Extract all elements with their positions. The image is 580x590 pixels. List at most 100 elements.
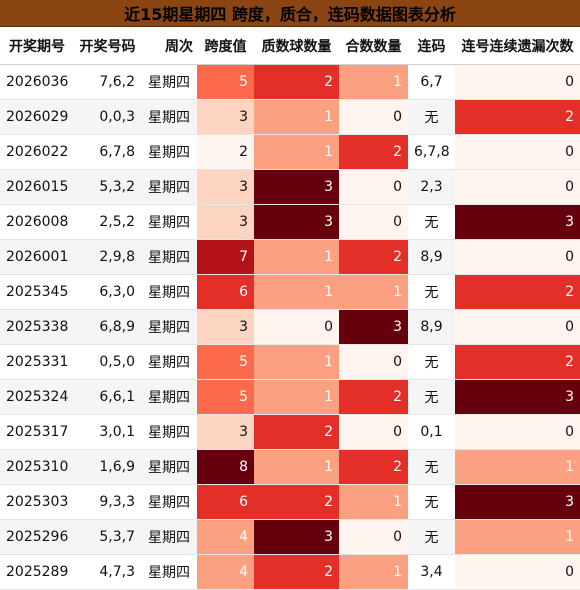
- cell-span: 3: [197, 204, 254, 240]
- cell-numbers: 1,6,9: [74, 449, 141, 485]
- cell-consecutive: 无: [408, 344, 455, 380]
- cell-numbers: 5,3,2: [74, 169, 141, 205]
- cell-period: 2026015: [0, 169, 74, 205]
- cell-weekday: 星期四: [141, 344, 197, 380]
- header-period: 开奖期号: [0, 27, 74, 65]
- table-row: 2026036 7,6,2 星期四 5 2 1 6,7 0: [0, 64, 580, 100]
- cell-numbers: 5,3,7: [74, 519, 141, 555]
- cell-period: 2025324: [0, 379, 74, 415]
- cell-prime-count: 1: [254, 239, 339, 275]
- table-row: 2025338 6,8,9 星期四 3 0 3 8,9 0: [0, 309, 580, 345]
- cell-weekday: 星期四: [141, 204, 197, 240]
- table-row: 2025303 9,3,3 星期四 6 2 1 无 3: [0, 484, 580, 520]
- cell-weekday: 星期四: [141, 379, 197, 415]
- cell-weekday: 星期四: [141, 239, 197, 275]
- cell-consecutive: 8,9: [408, 309, 455, 345]
- cell-consecutive: 无: [408, 379, 455, 415]
- chart-title: 近15期星期四 跨度，质合，连码数据图表分析: [0, 0, 580, 27]
- cell-prime-count: 2: [254, 64, 339, 100]
- cell-numbers: 4,7,3: [74, 554, 141, 590]
- cell-miss-count: 2: [455, 344, 580, 380]
- cell-period: 2025289: [0, 554, 74, 590]
- cell-span: 5: [197, 379, 254, 415]
- cell-miss-count: 0: [455, 169, 580, 205]
- cell-span: 4: [197, 554, 254, 590]
- cell-composite-count: 0: [339, 204, 408, 240]
- cell-consecutive: 6,7,8: [408, 134, 455, 170]
- cell-weekday: 星期四: [141, 309, 197, 345]
- cell-numbers: 9,3,3: [74, 484, 141, 520]
- table-row: 2025289 4,7,3 星期四 4 2 1 3,4 0: [0, 554, 580, 590]
- cell-consecutive: 2,3: [408, 169, 455, 205]
- cell-prime-count: 3: [254, 204, 339, 240]
- cell-consecutive: 3,4: [408, 554, 455, 590]
- cell-consecutive: 无: [408, 99, 455, 135]
- cell-weekday: 星期四: [141, 169, 197, 205]
- cell-prime-count: 3: [254, 519, 339, 555]
- cell-numbers: 6,3,0: [74, 274, 141, 310]
- cell-consecutive: 0,1: [408, 414, 455, 450]
- cell-miss-count: 2: [455, 274, 580, 310]
- cell-span: 3: [197, 309, 254, 345]
- cell-numbers: 0,5,0: [74, 344, 141, 380]
- cell-consecutive: 无: [408, 519, 455, 555]
- cell-weekday: 星期四: [141, 519, 197, 555]
- cell-composite-count: 0: [339, 169, 408, 205]
- table-body: 2026036 7,6,2 星期四 5 2 1 6,7 0 2026029 0,0,3 星期四 3 1 0…: [0, 64, 580, 590]
- header-numbers: 开奖号码: [74, 27, 141, 65]
- cell-numbers: 6,7,8: [74, 134, 141, 170]
- cell-miss-count: 0: [455, 554, 580, 590]
- cell-period: 2025331: [0, 344, 74, 380]
- data-table: 开奖期号 开奖号码 周次 跨度值 质数球数量 合数数量 连码 连号连续遗漏次数 …: [0, 27, 580, 590]
- cell-period: 2026001: [0, 239, 74, 275]
- table-row: 2026015 5,3,2 星期四 3 3 0 2,3 0: [0, 169, 580, 205]
- table-row: 2025331 0,5,0 星期四 5 1 0 无 2: [0, 344, 580, 380]
- cell-miss-count: 3: [455, 204, 580, 240]
- table-row: 2026022 6,7,8 星期四 2 1 2 6,7,8 0: [0, 134, 580, 170]
- cell-consecutive: 无: [408, 449, 455, 485]
- cell-period: 2025345: [0, 274, 74, 310]
- cell-consecutive: 8,9: [408, 239, 455, 275]
- cell-miss-count: 3: [455, 379, 580, 415]
- cell-miss-count: 0: [455, 309, 580, 345]
- cell-composite-count: 1: [339, 554, 408, 590]
- cell-composite-count: 2: [339, 239, 408, 275]
- cell-prime-count: 1: [254, 99, 339, 135]
- cell-composite-count: 1: [339, 274, 408, 310]
- header-prime-count: 质数球数量: [254, 27, 339, 65]
- header-weekday: 周次: [141, 27, 197, 65]
- table-row: 2026008 2,5,2 星期四 3 3 0 无 3: [0, 204, 580, 240]
- cell-span: 2: [197, 134, 254, 170]
- cell-miss-count: 1: [455, 519, 580, 555]
- cell-consecutive: 无: [408, 274, 455, 310]
- cell-period: 2025303: [0, 484, 74, 520]
- cell-span: 5: [197, 344, 254, 380]
- cell-miss-count: 1: [455, 449, 580, 485]
- cell-numbers: 6,8,9: [74, 309, 141, 345]
- cell-period: 2025310: [0, 449, 74, 485]
- cell-miss-count: 0: [455, 134, 580, 170]
- table-row: 2025310 1,6,9 星期四 8 1 2 无 1: [0, 449, 580, 485]
- header-miss-count: 连号连续遗漏次数: [455, 27, 580, 65]
- cell-composite-count: 2: [339, 449, 408, 485]
- cell-prime-count: 1: [254, 274, 339, 310]
- table-row: 2025345 6,3,0 星期四 6 1 1 无 2: [0, 274, 580, 310]
- cell-numbers: 6,6,1: [74, 379, 141, 415]
- cell-weekday: 星期四: [141, 99, 197, 135]
- header-row: 开奖期号 开奖号码 周次 跨度值 质数球数量 合数数量 连码 连号连续遗漏次数: [0, 27, 580, 65]
- cell-weekday: 星期四: [141, 134, 197, 170]
- cell-span: 6: [197, 484, 254, 520]
- cell-composite-count: 2: [339, 379, 408, 415]
- cell-span: 4: [197, 519, 254, 555]
- table-row: 2026029 0,0,3 星期四 3 1 0 无 2: [0, 99, 580, 135]
- cell-period: 2025338: [0, 309, 74, 345]
- cell-composite-count: 0: [339, 414, 408, 450]
- table-row: 2025317 3,0,1 星期四 3 2 0 0,1 0: [0, 414, 580, 450]
- cell-miss-count: 3: [455, 484, 580, 520]
- cell-period: 2025296: [0, 519, 74, 555]
- table-row: 2026001 2,9,8 星期四 7 1 2 8,9 0: [0, 239, 580, 275]
- cell-prime-count: 2: [254, 484, 339, 520]
- cell-numbers: 7,6,2: [74, 64, 141, 100]
- cell-prime-count: 1: [254, 449, 339, 485]
- header-span: 跨度值: [197, 27, 254, 65]
